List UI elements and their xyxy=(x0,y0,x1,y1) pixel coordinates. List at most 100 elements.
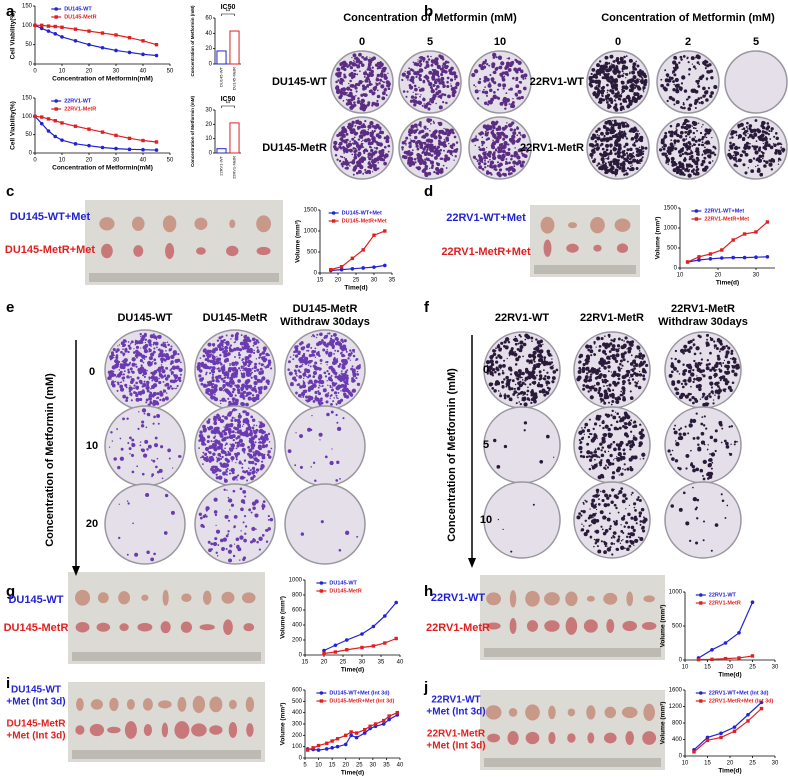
colony xyxy=(346,86,351,91)
colony xyxy=(330,410,334,414)
colony xyxy=(741,128,743,131)
colony xyxy=(632,95,635,99)
colony xyxy=(119,437,122,440)
colony xyxy=(498,348,502,352)
colony xyxy=(477,162,481,166)
colony xyxy=(615,175,617,177)
colony xyxy=(713,153,717,156)
colony xyxy=(127,442,130,445)
colony xyxy=(205,388,208,392)
colony xyxy=(742,163,746,167)
colony xyxy=(263,387,266,391)
colony xyxy=(606,83,609,87)
colony xyxy=(297,351,301,356)
colony xyxy=(253,349,255,352)
colony xyxy=(507,172,511,176)
colony xyxy=(612,339,616,343)
colony xyxy=(442,85,446,88)
colony xyxy=(443,127,445,130)
colony xyxy=(419,95,421,98)
colony xyxy=(142,374,145,377)
colony xyxy=(531,340,533,342)
colony xyxy=(212,465,215,469)
colony xyxy=(200,456,202,459)
colony xyxy=(251,418,256,422)
colony xyxy=(244,420,250,425)
colony xyxy=(160,445,164,449)
colony xyxy=(319,359,323,362)
colony xyxy=(533,393,536,397)
colony xyxy=(225,473,228,476)
colony xyxy=(226,489,228,491)
colony xyxy=(227,397,230,400)
colony xyxy=(624,121,627,124)
colony xyxy=(747,136,750,139)
colony xyxy=(252,451,255,454)
colony xyxy=(225,334,228,337)
colony xyxy=(148,351,150,353)
colony xyxy=(138,411,140,413)
colony xyxy=(302,380,304,382)
colony xyxy=(603,134,606,138)
colony xyxy=(240,372,243,374)
colony xyxy=(611,119,614,122)
colony xyxy=(231,349,234,353)
colony xyxy=(676,133,680,138)
colony xyxy=(362,71,368,76)
colony xyxy=(485,60,487,63)
colony xyxy=(356,100,361,104)
colony xyxy=(134,343,137,346)
colony xyxy=(694,150,697,153)
colony xyxy=(536,374,538,377)
colony xyxy=(229,443,231,445)
colony xyxy=(609,393,612,397)
colony xyxy=(745,126,748,129)
colony xyxy=(213,497,218,502)
colony xyxy=(613,157,616,160)
colony xyxy=(488,64,491,67)
colony xyxy=(499,392,502,394)
colony xyxy=(606,384,608,387)
colony xyxy=(415,144,419,148)
colony xyxy=(320,520,324,524)
colony xyxy=(406,75,408,78)
colony xyxy=(362,80,364,83)
colony xyxy=(683,89,688,93)
colony xyxy=(217,369,221,373)
colony xyxy=(692,172,696,175)
colony xyxy=(673,83,675,86)
colony xyxy=(370,89,373,93)
colony xyxy=(611,64,616,69)
colony xyxy=(530,401,533,405)
colony xyxy=(590,156,593,159)
colony xyxy=(441,57,445,61)
colony xyxy=(231,410,234,412)
colony xyxy=(333,391,338,395)
colony xyxy=(516,156,519,159)
colony xyxy=(763,159,766,163)
colony xyxy=(620,345,625,350)
colony xyxy=(584,375,589,380)
colony xyxy=(528,362,530,365)
colony xyxy=(679,130,684,135)
colony xyxy=(613,371,616,373)
colony xyxy=(627,346,632,351)
colony xyxy=(493,91,496,94)
colony xyxy=(511,141,515,145)
colony xyxy=(367,101,371,105)
colony xyxy=(376,76,378,78)
colony xyxy=(294,354,299,358)
colony xyxy=(614,103,618,107)
colony xyxy=(405,95,408,98)
colony xyxy=(675,165,680,171)
colony xyxy=(210,427,212,430)
colony xyxy=(591,144,595,148)
colony xyxy=(514,147,516,149)
colony xyxy=(685,98,688,101)
colony xyxy=(242,372,246,376)
colony xyxy=(623,55,626,59)
colony xyxy=(605,148,609,152)
colony xyxy=(227,366,233,372)
colony xyxy=(327,384,329,386)
colony xyxy=(625,369,629,373)
